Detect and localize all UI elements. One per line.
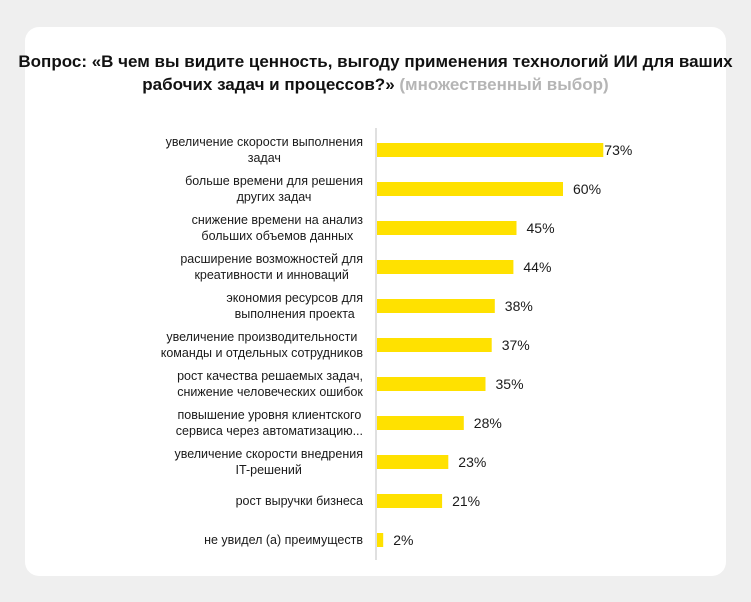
value-label: 21% [452,493,480,509]
value-label: 37% [502,337,530,353]
bar [377,494,443,508]
category-label: увеличение скорости внедрения [174,447,363,461]
category-label: расширение возможностей для [180,252,363,266]
category-label: не увидел (а) преимуществ [204,533,363,547]
value-label: 28% [474,415,502,431]
value-label: 23% [458,454,486,470]
category-label: других задач [237,190,312,204]
category-label: увеличение скорости выполнения [166,135,363,149]
category-label: IT-решений [236,463,302,477]
bar [377,221,517,235]
bar [377,299,495,313]
bar [377,416,464,430]
value-label: 44% [523,259,551,275]
value-label: 60% [573,181,601,197]
category-label: экономия ресурсов для [226,291,363,305]
title-text: Вопрос: «В чем вы видите ценность, выгод… [18,52,733,94]
category-label: больше времени для решения [185,174,363,188]
category-label: повышение уровня клиентского [177,408,361,422]
bar [377,455,449,469]
bar [377,143,604,157]
value-label: 73% [604,142,632,158]
category-label: снижение времени на анализ [192,213,364,227]
category-label: выполнения проекта [235,307,355,321]
category-label: снижение человеческих ошибок [177,385,363,399]
value-label: 45% [527,220,555,236]
subtitle-text: (множественный выбор) [399,75,609,94]
category-label: больших объемов данных [201,229,354,243]
chart-title: Вопрос: «В чем вы видите ценность, выгод… [0,50,751,96]
value-label: 2% [393,532,413,548]
value-label: 38% [505,298,533,314]
category-label: рост качества решаемых задач, [177,369,363,383]
category-label: команды и отдельных сотрудников [161,346,364,360]
bar [377,338,492,352]
bar [377,182,563,196]
category-label: задач [248,151,281,165]
bar [377,533,384,547]
bar [377,260,514,274]
category-label: рост выручки бизнеса [236,494,363,508]
bar [377,377,486,391]
category-label: сервиса через автоматизацию... [176,424,363,438]
category-label: креативности и инноваций [194,268,348,282]
category-label: увеличение производительности [166,330,357,344]
value-label: 35% [496,376,524,392]
